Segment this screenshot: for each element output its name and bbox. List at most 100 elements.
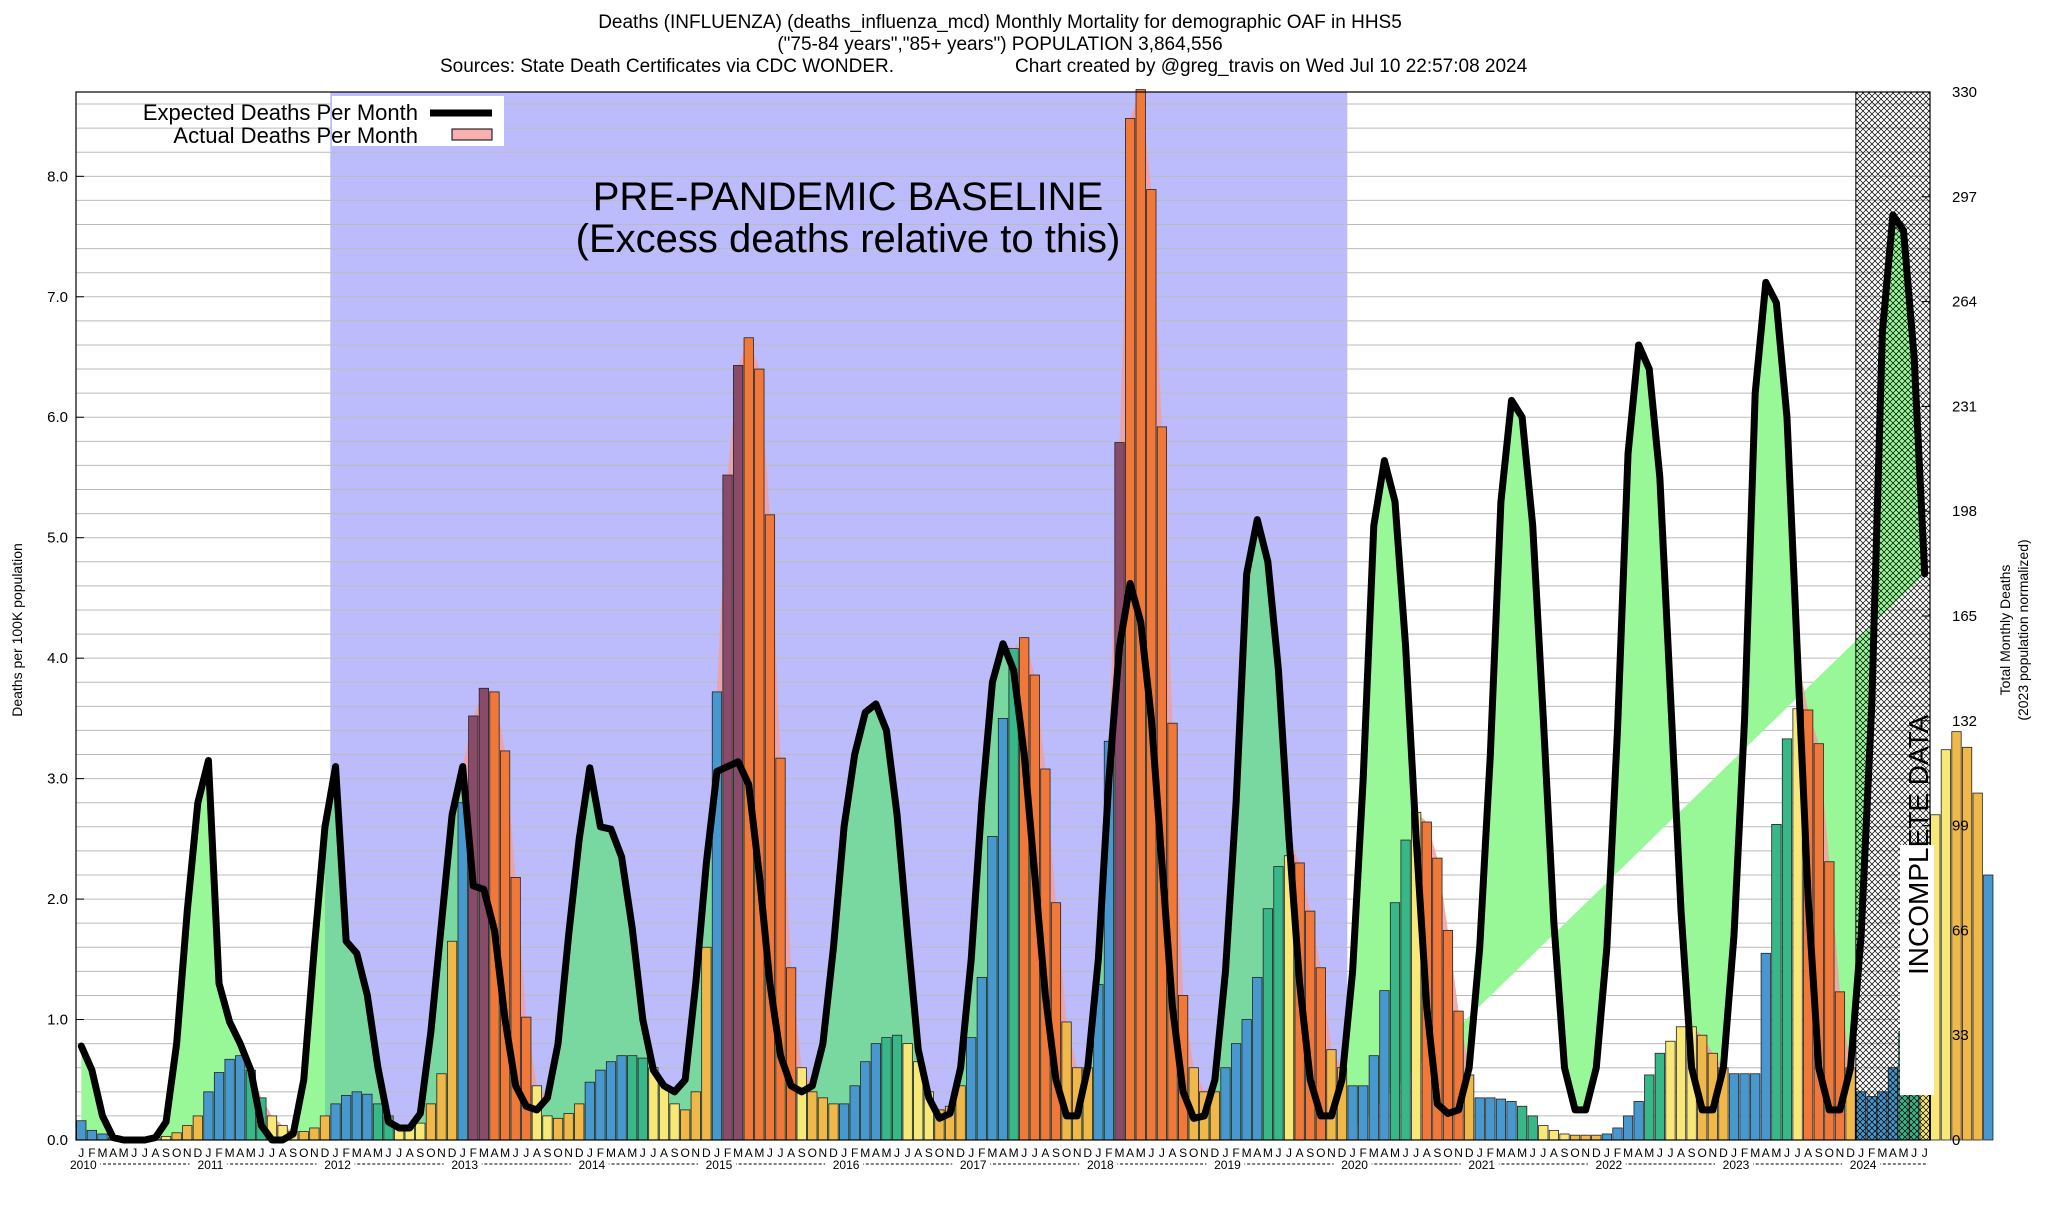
month-tick-label: A [236, 1146, 244, 1160]
month-tick-label: J [1795, 1146, 1801, 1160]
year-label-bg [62, 1158, 101, 1171]
y2-tick-label: 66 [1952, 922, 1969, 939]
actual-deaths-bar [76, 1120, 87, 1141]
month-tick-label: M [733, 1146, 743, 1160]
actual-deaths-bar [997, 717, 1009, 1141]
month-tick-label: J [587, 1146, 593, 1160]
month-tick-label: D [193, 1146, 202, 1160]
month-tick-label: J [1784, 1146, 1790, 1160]
month-tick-label: A [1423, 1146, 1431, 1160]
month-tick-label: A [1889, 1146, 1897, 1160]
actual-deaths-bar [1061, 1021, 1072, 1141]
y2-axis-label-line2: (2023 population normalized) [2015, 539, 2031, 720]
month-tick-label: S [162, 1146, 170, 1160]
y2-tick-label: 297 [1952, 189, 1977, 206]
actual-deaths-bar [1961, 746, 1973, 1141]
month-tick-label: M [1623, 1146, 1633, 1160]
month-tick-label: J [968, 1146, 974, 1160]
month-tick-label: A [660, 1146, 668, 1160]
month-tick-label: O [935, 1146, 944, 1160]
actual-deaths-bar [1114, 442, 1125, 1141]
month-tick-label: N [1454, 1146, 1463, 1160]
chart-title-line2: ("75-84 years","85+ years") POPULATION 3… [777, 34, 1222, 55]
month-tick-label: N [1327, 1146, 1336, 1160]
month-tick-label: J [778, 1146, 784, 1160]
month-tick-label: D [1719, 1146, 1728, 1160]
month-tick-label: F [597, 1146, 604, 1160]
month-tick-label: J [1403, 1146, 1409, 1160]
y-tick-label: 3.0 [47, 771, 68, 788]
month-tick-label: J [1032, 1146, 1038, 1160]
actual-deaths-bar [351, 1091, 362, 1141]
month-tick-label: J [905, 1146, 911, 1160]
actual-deaths-bar [680, 1109, 691, 1141]
month-tick-label: N [1200, 1146, 1209, 1160]
month-tick-label: J [1604, 1146, 1610, 1160]
y2-tick-label: 198 [1952, 503, 1977, 520]
actual-deaths-bar [1739, 1073, 1750, 1141]
y2-tick-label: 99 [1952, 818, 1969, 835]
actual-deaths-bar [1050, 902, 1062, 1141]
month-tick-label: J [513, 1146, 519, 1160]
year-label-bg [1715, 1158, 1754, 1171]
actual-deaths-bar [372, 1103, 384, 1141]
month-tick-label: F [978, 1146, 985, 1160]
month-tick-label: A [745, 1146, 753, 1160]
actual-deaths-bar [1972, 792, 1983, 1141]
month-tick-label: A [406, 1146, 414, 1160]
year-label-bg [1842, 1158, 1881, 1171]
month-tick-label: O [172, 1146, 181, 1160]
actual-deaths-bar [1940, 749, 1951, 1141]
month-tick-label: A [1169, 1146, 1177, 1160]
month-tick-label: J [1530, 1146, 1536, 1160]
legend-actual-label: Actual Deaths Per Month [173, 123, 418, 148]
month-tick-label: M [119, 1146, 129, 1160]
month-tick-label: N [437, 1146, 446, 1160]
year-label-bg [1333, 1158, 1372, 1171]
month-tick-label: O [1698, 1146, 1707, 1160]
month-tick-label: J [460, 1146, 466, 1160]
actual-deaths-bar [1230, 1043, 1242, 1141]
month-tick-label: M [606, 1146, 616, 1160]
actual-deaths-bar [891, 1034, 903, 1141]
month-tick-label: F [724, 1146, 731, 1160]
actual-deaths-bar [192, 1115, 203, 1141]
actual-deaths-bar [446, 940, 458, 1141]
actual-deaths-bar [1358, 1085, 1369, 1141]
y2-axis-label-line1: Total Monthly Deaths [1997, 565, 2013, 696]
month-tick-label: M [97, 1146, 107, 1160]
actual-deaths-bar [1665, 1040, 1676, 1141]
month-tick-label: M [1115, 1146, 1125, 1160]
y-tick-label: 6.0 [47, 409, 68, 426]
month-tick-label: J [1350, 1146, 1356, 1160]
actual-deaths-bar [319, 1115, 331, 1141]
actual-deaths-bar [1834, 991, 1846, 1141]
month-tick-label: M [881, 1146, 891, 1160]
actual-deaths-bar [1453, 1010, 1464, 1141]
actual-deaths-bar [807, 1091, 818, 1141]
chart-credit: Chart created by @greg_travis on Wed Jul… [1015, 56, 1528, 77]
actual-deaths-bar [1644, 1074, 1655, 1141]
actual-deaths-bar [1517, 1105, 1528, 1141]
month-tick-label: N [564, 1146, 573, 1160]
month-tick-label: A [1296, 1146, 1304, 1160]
year-label: 2014 [578, 1158, 605, 1172]
actual-deaths-bar [309, 1127, 320, 1141]
month-tick-label: A [1804, 1146, 1812, 1160]
month-tick-label: M [1263, 1146, 1273, 1160]
month-tick-label: J [1148, 1146, 1154, 1160]
month-tick-label: M [1242, 1146, 1252, 1160]
month-tick-label: A [490, 1146, 498, 1160]
month-tick-label: J [1275, 1146, 1281, 1160]
month-tick-label: J [1667, 1146, 1673, 1160]
month-tick-label: D [1211, 1146, 1220, 1160]
actual-deaths-bar [1750, 1073, 1761, 1141]
month-tick-label: M [225, 1146, 235, 1160]
actual-deaths-bar [775, 757, 786, 1141]
year-label: 2016 [833, 1158, 860, 1172]
actual-deaths-bar [616, 1055, 627, 1141]
year-label-bg [1206, 1158, 1245, 1171]
month-tick-label: F [470, 1146, 477, 1160]
baseline-annotation-line2: (Excess deaths relative to this) [576, 217, 1121, 261]
month-tick-label: J [1477, 1146, 1483, 1160]
